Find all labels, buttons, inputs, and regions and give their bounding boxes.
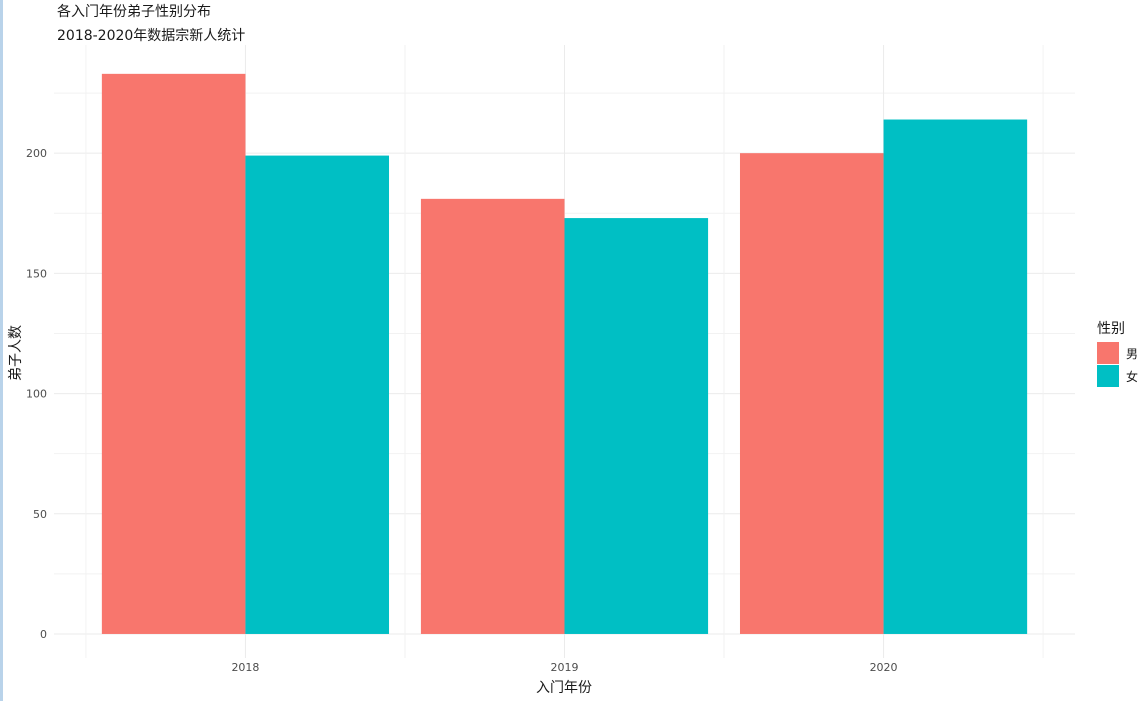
bar-2018-男 [101, 73, 246, 634]
chart-subtitle: 2018-2020年数据宗新人统计 [57, 28, 245, 44]
legend-title: 性别 [1097, 321, 1125, 337]
x-axis-ticks: 2018 2019 2020 [231, 661, 897, 674]
window-edge [0, 0, 3, 701]
y-tick-label: 150 [26, 267, 47, 280]
bar-2019-男 [420, 198, 565, 634]
y-axis-title: 弟子人数 [8, 325, 24, 381]
y-tick-label: 0 [40, 628, 47, 641]
bars [101, 73, 1028, 634]
y-axis-ticks: 0 50 100 150 200 [26, 147, 47, 641]
x-tick-label: 2019 [551, 661, 579, 674]
legend-label: 女 [1126, 369, 1138, 384]
bar-2020-男 [739, 153, 884, 634]
bar-2018-女 [245, 155, 390, 634]
x-tick-label: 2020 [870, 661, 898, 674]
x-axis-title: 入门年份 [536, 680, 592, 696]
bar-2019-女 [564, 218, 709, 634]
legend-swatch [1097, 365, 1119, 387]
legend-items: 男女 [1097, 342, 1138, 387]
y-tick-label: 50 [33, 508, 47, 521]
y-tick-label: 200 [26, 147, 47, 160]
legend: 性别 男女 [1097, 321, 1138, 387]
legend-swatch [1097, 342, 1119, 364]
y-tick-label: 100 [26, 388, 47, 401]
legend-label: 男 [1126, 347, 1138, 361]
x-tick-label: 2018 [231, 661, 259, 674]
chart-title: 各入门年份弟子性别分布 [57, 4, 211, 20]
bar-2020-女 [883, 119, 1028, 634]
